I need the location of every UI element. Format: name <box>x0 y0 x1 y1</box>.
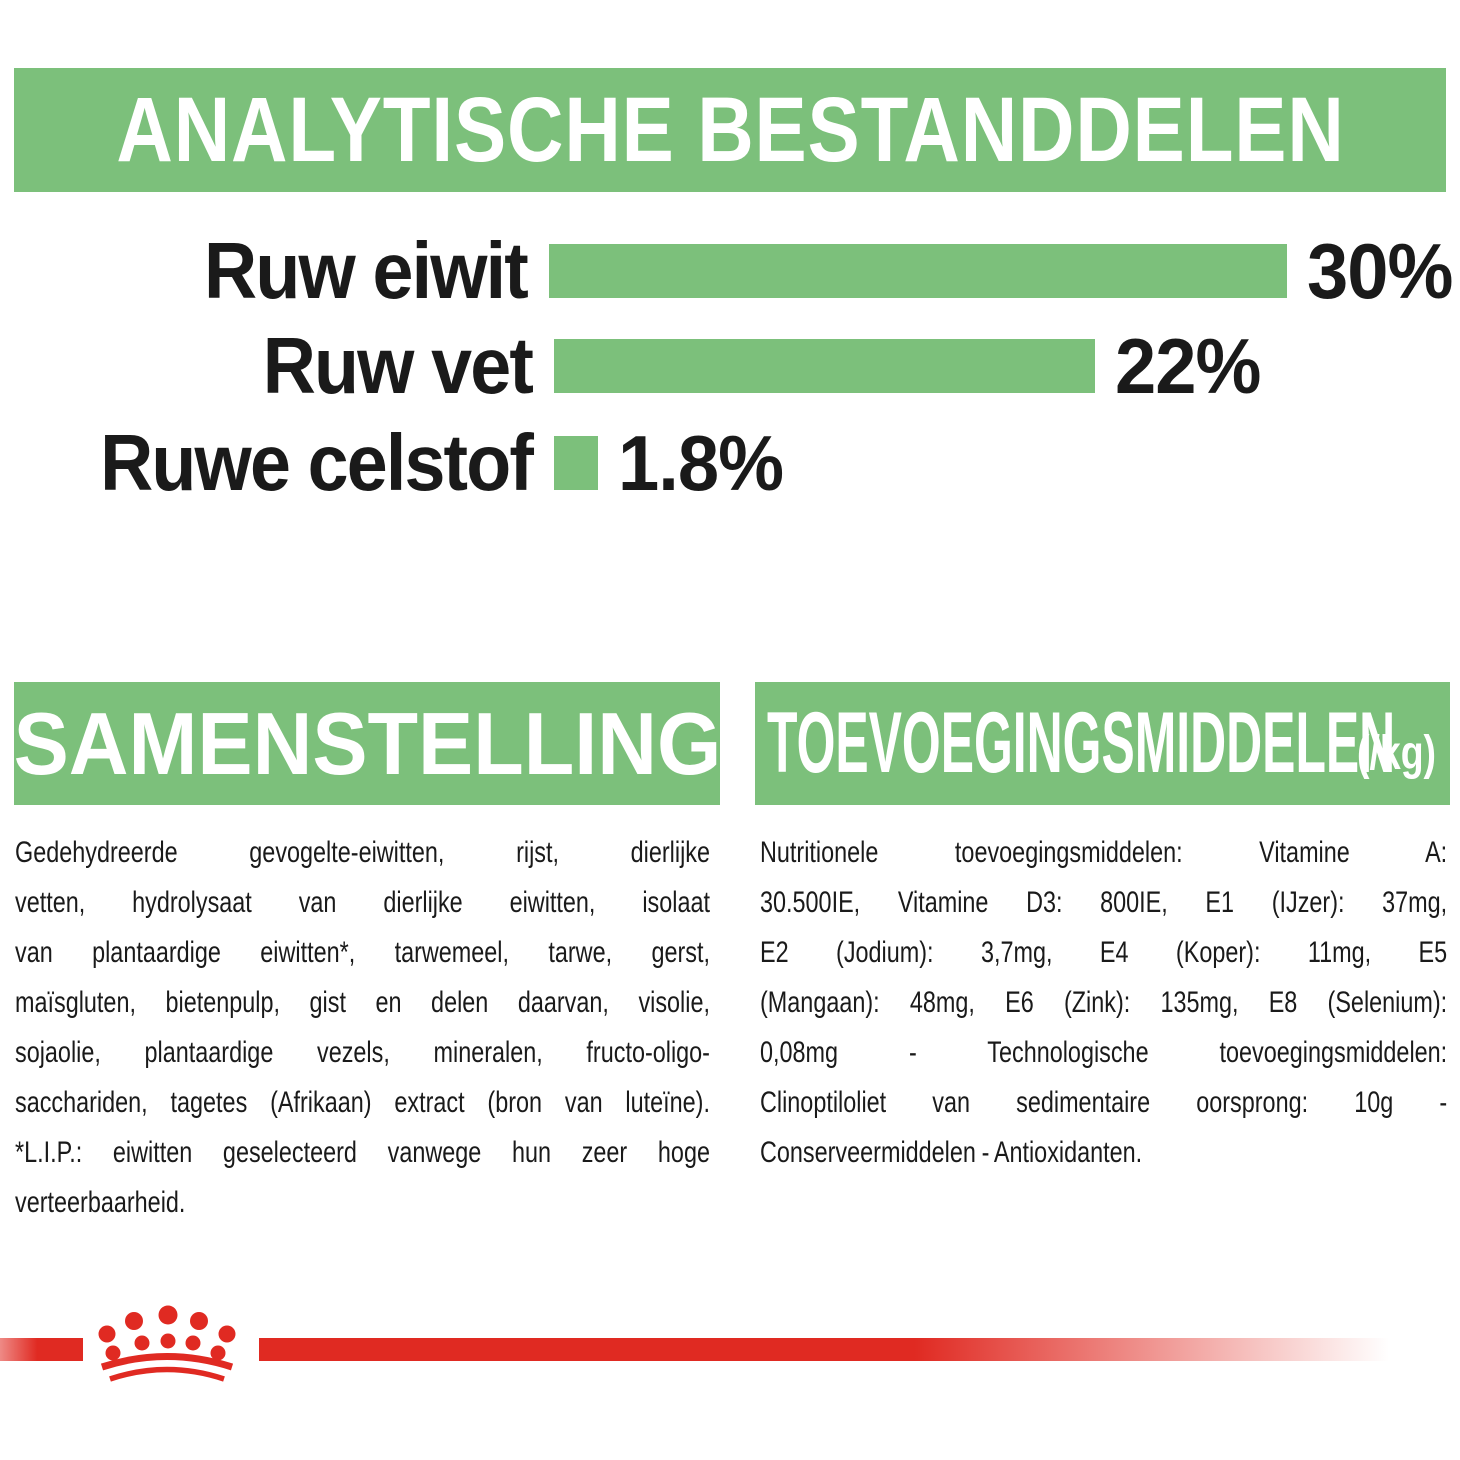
bar-ruw-eiwit <box>548 244 1287 298</box>
chart-row: Ruw eiwit 30% <box>0 226 1460 315</box>
chart-value-label: 22% <box>1115 321 1261 410</box>
brand-divider-line-left <box>0 1338 83 1361</box>
text-line: (Mangaan): 48mg, E6 (Zink): 135mg, E8 (S… <box>760 986 1448 1019</box>
samenstelling-text: Gedehydreerde gevogelte-eiwitten, rijst,… <box>15 828 710 1228</box>
chart-row: Ruwe celstof 1.8% <box>0 418 1460 507</box>
text-line: *L.I.P.: eiwitten geselecteerd vanwege h… <box>15 1136 710 1169</box>
text-line: E2 (Jodium): 3,7mg, E4 (Koper): 11mg, E5 <box>760 936 1448 969</box>
text-line: van plantaardige eiwitten*, tarwemeel, t… <box>15 936 710 969</box>
toevoegingsmiddelen-title: TOEVOEGINGSMIDDELEN <box>767 695 1396 791</box>
chart-value-label: 1.8% <box>618 418 784 507</box>
text-line: sojaolie, plantaardige vezels, mineralen… <box>15 1036 710 1069</box>
brand-divider-line-right <box>259 1338 1389 1361</box>
header-banner: ANALYTISCHE BESTANDDELEN <box>14 68 1446 192</box>
chart-category-label: Ruw vet <box>262 321 534 410</box>
text-line: 0,08mg - Technologische toevoegingsmidde… <box>760 1036 1448 1069</box>
samenstelling-banner: SAMENSTELLING <box>13 682 721 805</box>
chart-category-label: Ruw eiwit <box>204 226 529 315</box>
per-kg-unit-label: (/kg) <box>1357 727 1437 780</box>
chart-row: Ruw vet 22% <box>0 321 1460 410</box>
samenstelling-title: SAMENSTELLING <box>13 693 721 793</box>
toevoegingsmiddelen-text: Nutritionele toevoegingsmiddelen: Vitami… <box>760 828 1447 1178</box>
bar-ruwe-celstof <box>554 436 598 490</box>
text-line: sacchariden, tagetes (Afrikaan) extract … <box>15 1086 710 1119</box>
text-line: maïsgluten, bietenpulp, gist en delen da… <box>15 986 710 1019</box>
text-line: Conserveermiddelen - Antioxidanten. <box>760 1136 1143 1169</box>
royal-canin-crown-logo <box>98 1305 236 1382</box>
text-line: 30.500IE, Vitamine D3: 800IE, E1 (IJzer)… <box>760 886 1448 919</box>
chart-value-label: 30% <box>1306 226 1453 315</box>
toevoegingsmiddelen-banner: TOEVOEGINGSMIDDELEN (/kg) <box>755 682 1450 805</box>
chart-category-label: Ruwe celstof <box>100 418 534 507</box>
text-line: verteerbaarheid. <box>15 1186 186 1219</box>
text-line: vetten, hydrolysaat van dierlijke eiwitt… <box>15 886 710 919</box>
text-line: Gedehydreerde gevogelte-eiwitten, rijst,… <box>15 836 710 869</box>
bar-ruw-vet <box>554 339 1095 393</box>
toevoegingsmiddelen-title-wrap: TOEVOEGINGSMIDDELEN <box>767 682 1395 805</box>
text-line: Nutritionele toevoegingsmiddelen: Vitami… <box>760 836 1448 869</box>
text-line: Clinoptiloliet van sedimentaire oorspron… <box>760 1086 1448 1119</box>
page-title: ANALYTISCHE BESTANDDELEN <box>115 78 1345 181</box>
